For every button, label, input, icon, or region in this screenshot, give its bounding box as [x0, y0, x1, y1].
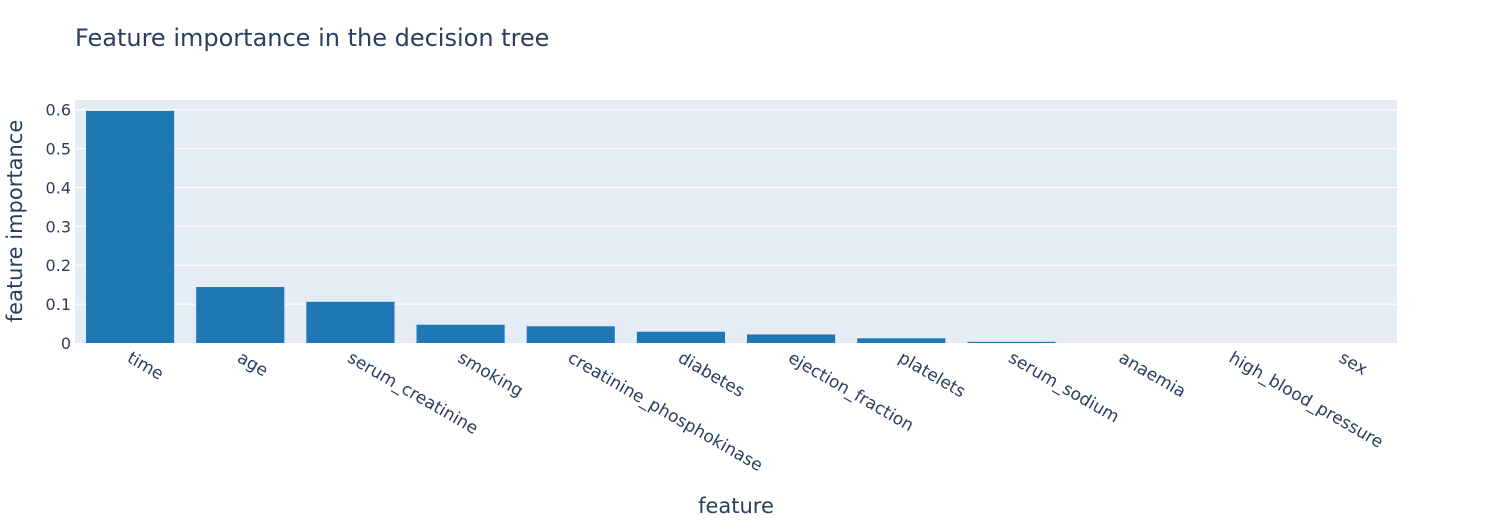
y-axis-ticks: 0 0.1 0.2 0.3 0.4 0.5 0.6	[46, 101, 71, 353]
plot-area	[75, 100, 1397, 343]
y-tick-label: 0.1	[46, 295, 71, 314]
x-tick-label: sex	[1335, 348, 1370, 380]
bars	[86, 110, 1056, 343]
x-tick-label: platelets	[895, 348, 969, 402]
y-axis-title: feature importance	[3, 120, 27, 322]
y-tick-label: 0.4	[46, 178, 71, 197]
x-axis-title: feature	[698, 494, 774, 518]
bar-serum-sodium	[967, 341, 1056, 343]
bar-ejection-fraction	[747, 334, 836, 343]
bar-smoking	[416, 324, 505, 343]
bar-creatinine-phosphokinase	[526, 326, 615, 343]
chart-title: Feature importance in the decision tree	[75, 24, 550, 52]
gridlines	[75, 109, 1397, 305]
bar-platelets	[857, 338, 946, 343]
x-tick-label: diabetes	[674, 348, 747, 402]
x-tick-label: time	[124, 348, 167, 385]
bar-time	[86, 110, 175, 343]
x-tick-label: serum_sodium	[1005, 348, 1123, 427]
y-tick-label: 0.6	[46, 101, 71, 120]
y-tick-label: 0.2	[46, 256, 71, 275]
y-tick-label: 0	[61, 334, 71, 353]
x-tick-label: anaemia	[1115, 348, 1189, 402]
bar-serum-creatinine	[306, 301, 395, 343]
bar-age	[196, 287, 285, 343]
y-tick-label: 0.5	[46, 140, 71, 159]
y-tick-label: 0.3	[46, 217, 71, 236]
bar-diabetes	[636, 331, 725, 343]
x-tick-label: smoking	[454, 348, 526, 401]
x-tick-label: age	[234, 348, 271, 381]
x-tick-label: creatinine_phosphokinase	[564, 348, 766, 476]
